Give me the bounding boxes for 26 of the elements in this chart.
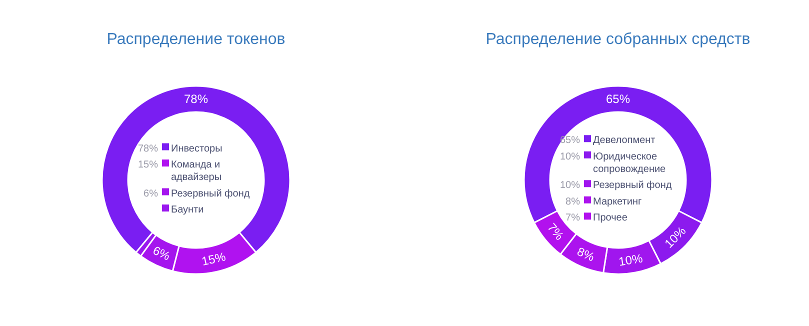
legend-label: Девелопмент bbox=[593, 135, 656, 146]
text: 10% bbox=[560, 180, 580, 192]
legend-label: Прочее bbox=[593, 212, 628, 224]
legend-label: Резервный фонд bbox=[171, 188, 250, 200]
data-label: 8% bbox=[575, 244, 597, 264]
legend-label: Резервный фонд bbox=[593, 180, 672, 192]
data-label: 6% bbox=[150, 243, 173, 264]
text: 10% bbox=[560, 151, 580, 162]
data-label: 78% bbox=[184, 92, 208, 106]
legend-label: Баунти bbox=[171, 204, 204, 216]
chart-title: Распределение токенов bbox=[106, 31, 286, 48]
text: 65% bbox=[560, 135, 580, 146]
text: 7% bbox=[566, 212, 580, 224]
text: 78% bbox=[138, 143, 158, 154]
legend-label: Юридическое сопровождение bbox=[593, 151, 666, 175]
legend-label: Маркетинг bbox=[593, 196, 642, 208]
data-label: 65% bbox=[606, 92, 630, 106]
legend-label: Инвесторы bbox=[171, 143, 222, 154]
legend-label: Команда и адвайзеры bbox=[171, 160, 222, 183]
data-label: 7% bbox=[544, 220, 567, 244]
chart-title: Распределение собранных средств bbox=[486, 31, 750, 48]
text: 8% bbox=[566, 196, 580, 208]
text: 15% bbox=[138, 160, 158, 170]
data-label: 15% bbox=[200, 250, 228, 268]
data-label: 10% bbox=[618, 251, 644, 269]
text: 6% bbox=[144, 188, 158, 200]
